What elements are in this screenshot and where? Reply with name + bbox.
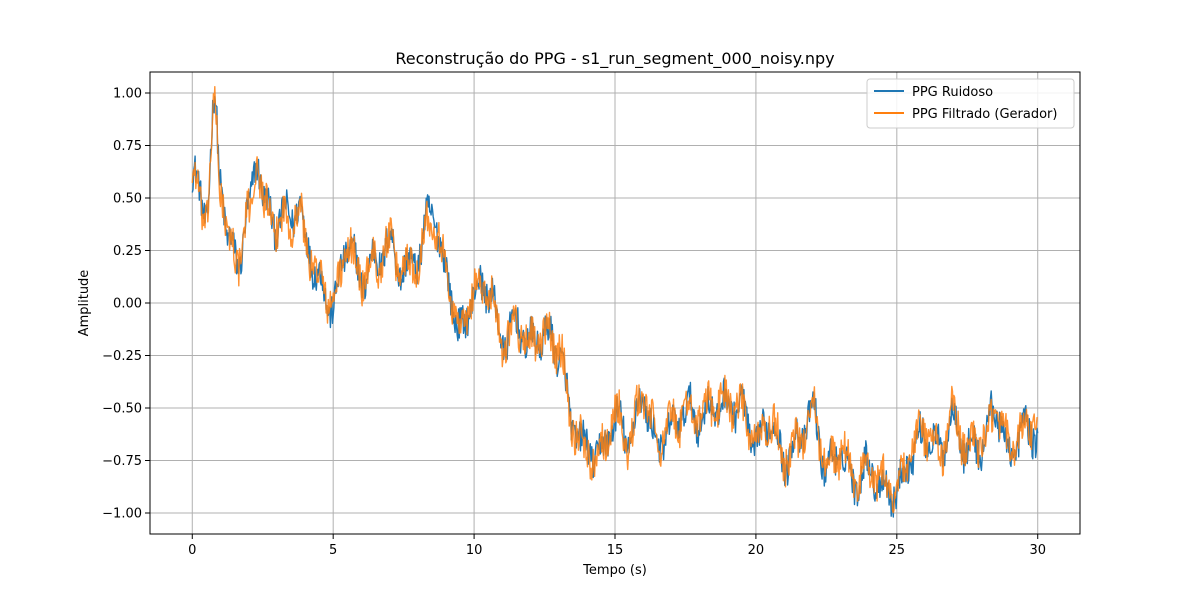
legend-box [866, 78, 1075, 129]
chart-title: Reconstrução do PPG - s1_run_segment_000… [395, 49, 834, 69]
y-tick-label: 1.00 [113, 87, 142, 102]
x-tick-label: 20 [748, 543, 765, 558]
y-tick-label: 0.00 [113, 297, 142, 312]
y-tick-label: 0.75 [113, 139, 142, 154]
y-axis-title: Amplitude [77, 270, 92, 337]
x-tick-label: 10 [466, 543, 483, 558]
series-layer [191, 86, 1039, 518]
y-tick-label: −0.25 [102, 349, 142, 364]
y-tick-label: −0.50 [102, 402, 142, 417]
x-tick-label: 30 [1029, 543, 1046, 558]
x-tick-label: 5 [329, 543, 337, 558]
y-tick-label: 0.25 [113, 244, 142, 259]
x-tick-label: 0 [188, 543, 196, 558]
y-tick-label: 0.50 [113, 192, 142, 207]
legend: PPG Ruidoso PPG Filtrado (Gerador) [866, 78, 1075, 129]
tick-layer: 0 5 10 15 20 25 30 −1.00 −0.75 −0.50 −0.25 0.00 0.25… [102, 87, 1046, 559]
series-line-ppg-filtrado [191, 86, 1039, 514]
x-axis-title: Tempo (s) [582, 563, 647, 578]
legend-label-ppg-filtrado: PPG Filtrado (Gerador) [912, 107, 1057, 122]
x-tick-label: 25 [889, 543, 906, 558]
y-tick-label: −0.75 [102, 454, 142, 469]
x-tick-label: 15 [607, 543, 624, 558]
y-tick-label: −1.00 [102, 507, 142, 522]
legend-label-ppg-ruidoso: PPG Ruidoso [912, 85, 993, 100]
